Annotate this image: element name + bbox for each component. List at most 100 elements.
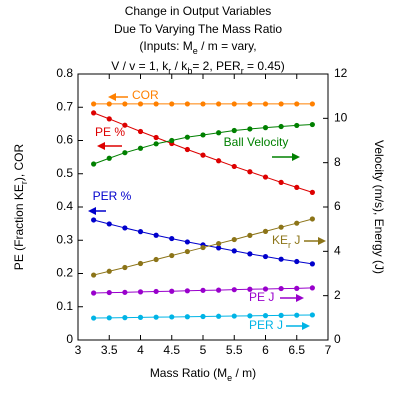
data-point (247, 232, 253, 238)
data-point (184, 288, 190, 294)
chart-subtitle: V / v = 1, kr / kb= 2, PERr = 0.45) (111, 59, 284, 76)
data-point (200, 132, 206, 138)
annotation: COR (132, 88, 159, 102)
data-point (184, 248, 190, 255)
data-point (106, 101, 112, 107)
annotation: KEr J (272, 233, 300, 250)
data-point (309, 285, 315, 291)
chart-subtitle-part: b (187, 66, 192, 76)
y-tick-label: 0.4 (56, 199, 73, 213)
data-point (106, 155, 112, 161)
data-point (91, 272, 97, 278)
x-tick-label: 6 (262, 343, 269, 357)
data-point (153, 141, 159, 147)
x-axis-label: Mass Ratio (Me / m) (150, 366, 256, 383)
x-axis-label-part: Mass Ratio (M (150, 366, 227, 380)
data-point (106, 315, 112, 321)
chart-subtitle-part: = 0.45) (244, 59, 285, 73)
data-point (122, 225, 128, 231)
x-axis-label-part: / m) (232, 366, 256, 380)
data-point (278, 312, 284, 318)
data-point (153, 232, 159, 238)
data-point (169, 235, 175, 242)
data-point (231, 248, 237, 254)
data-point (278, 256, 284, 262)
data-point (106, 116, 112, 122)
data-point (91, 161, 97, 167)
y-tick-label: 0.5 (56, 166, 73, 180)
data-point (184, 101, 190, 107)
data-point (294, 258, 300, 265)
annotation: PER % (93, 189, 132, 203)
y2-tick-label: 8 (334, 155, 341, 169)
annotation: PE J (249, 290, 274, 304)
data-point (122, 150, 128, 156)
x-tick-label: 3 (75, 343, 82, 357)
data-point (122, 289, 128, 295)
chart-title: Change in Output Variables (125, 4, 272, 18)
data-point (184, 314, 190, 320)
data-point (216, 313, 222, 319)
data-point (262, 313, 269, 319)
data-point (262, 228, 269, 234)
data-point (278, 179, 284, 185)
annotation-arrowhead (292, 153, 300, 161)
annotation-part: COR (132, 88, 159, 102)
data-point (216, 158, 222, 164)
data-point (231, 163, 237, 170)
data-point (184, 134, 190, 140)
data-point (247, 313, 253, 319)
y-tick-label: 0.3 (56, 232, 73, 246)
data-point (294, 122, 300, 129)
x-tick-label: 5.5 (226, 343, 243, 357)
data-point (184, 146, 190, 153)
annotation-part: r (288, 240, 291, 250)
chart-subtitle-part: = 2, PER (192, 59, 241, 73)
x-tick-label: 4 (137, 343, 144, 357)
y-axis-label-part: PE (Fraction KE (12, 184, 26, 270)
data-point (247, 251, 253, 257)
chart-subtitle: (Inputs: Me / m = vary, (139, 39, 256, 56)
data-point (137, 229, 144, 235)
data-point (231, 127, 237, 134)
x-tick-label: 6.5 (288, 343, 305, 357)
chart-subtitle-part: r (168, 66, 171, 76)
annotation-part: Ball Velocity (224, 135, 289, 149)
data-point (137, 314, 144, 320)
data-point (169, 288, 175, 294)
y2-tick-label: 10 (334, 111, 348, 125)
data-point (309, 216, 315, 222)
data-point (216, 287, 222, 293)
data-point (294, 312, 300, 318)
data-point (216, 245, 222, 251)
annotation-arrowhead (318, 237, 326, 245)
y-axis-label-part: ), COR (12, 143, 26, 181)
y-tick-label: 0.1 (56, 299, 73, 313)
annotation-arrowhead (97, 142, 105, 150)
data-point (184, 239, 190, 245)
chart-subtitle-part: r (241, 66, 244, 76)
data-point (309, 101, 315, 107)
y-axis-label: PE (Fraction KEr), COR (12, 143, 29, 270)
data-point (169, 101, 175, 107)
chart-title: Due To Varying The Mass Ratio (114, 22, 282, 36)
data-point (122, 264, 128, 271)
data-point (91, 217, 97, 223)
data-point (122, 122, 128, 128)
annotation-arrowhead (302, 322, 310, 330)
data-point (153, 314, 159, 320)
data-point (231, 287, 237, 293)
annotation-arrowhead (296, 294, 304, 302)
data-point (137, 101, 144, 107)
chart-subtitle-part: e (193, 46, 198, 56)
data-point (106, 221, 112, 227)
data-point (137, 289, 144, 295)
data-point (278, 123, 284, 130)
x-axis-label-part: e (227, 373, 232, 383)
y2-tick-label: 4 (334, 244, 341, 258)
data-point (91, 315, 97, 321)
data-point (247, 101, 253, 107)
x-tick-label: 5 (200, 343, 207, 357)
y2-tick-label: 12 (334, 66, 348, 80)
data-point (153, 288, 159, 295)
